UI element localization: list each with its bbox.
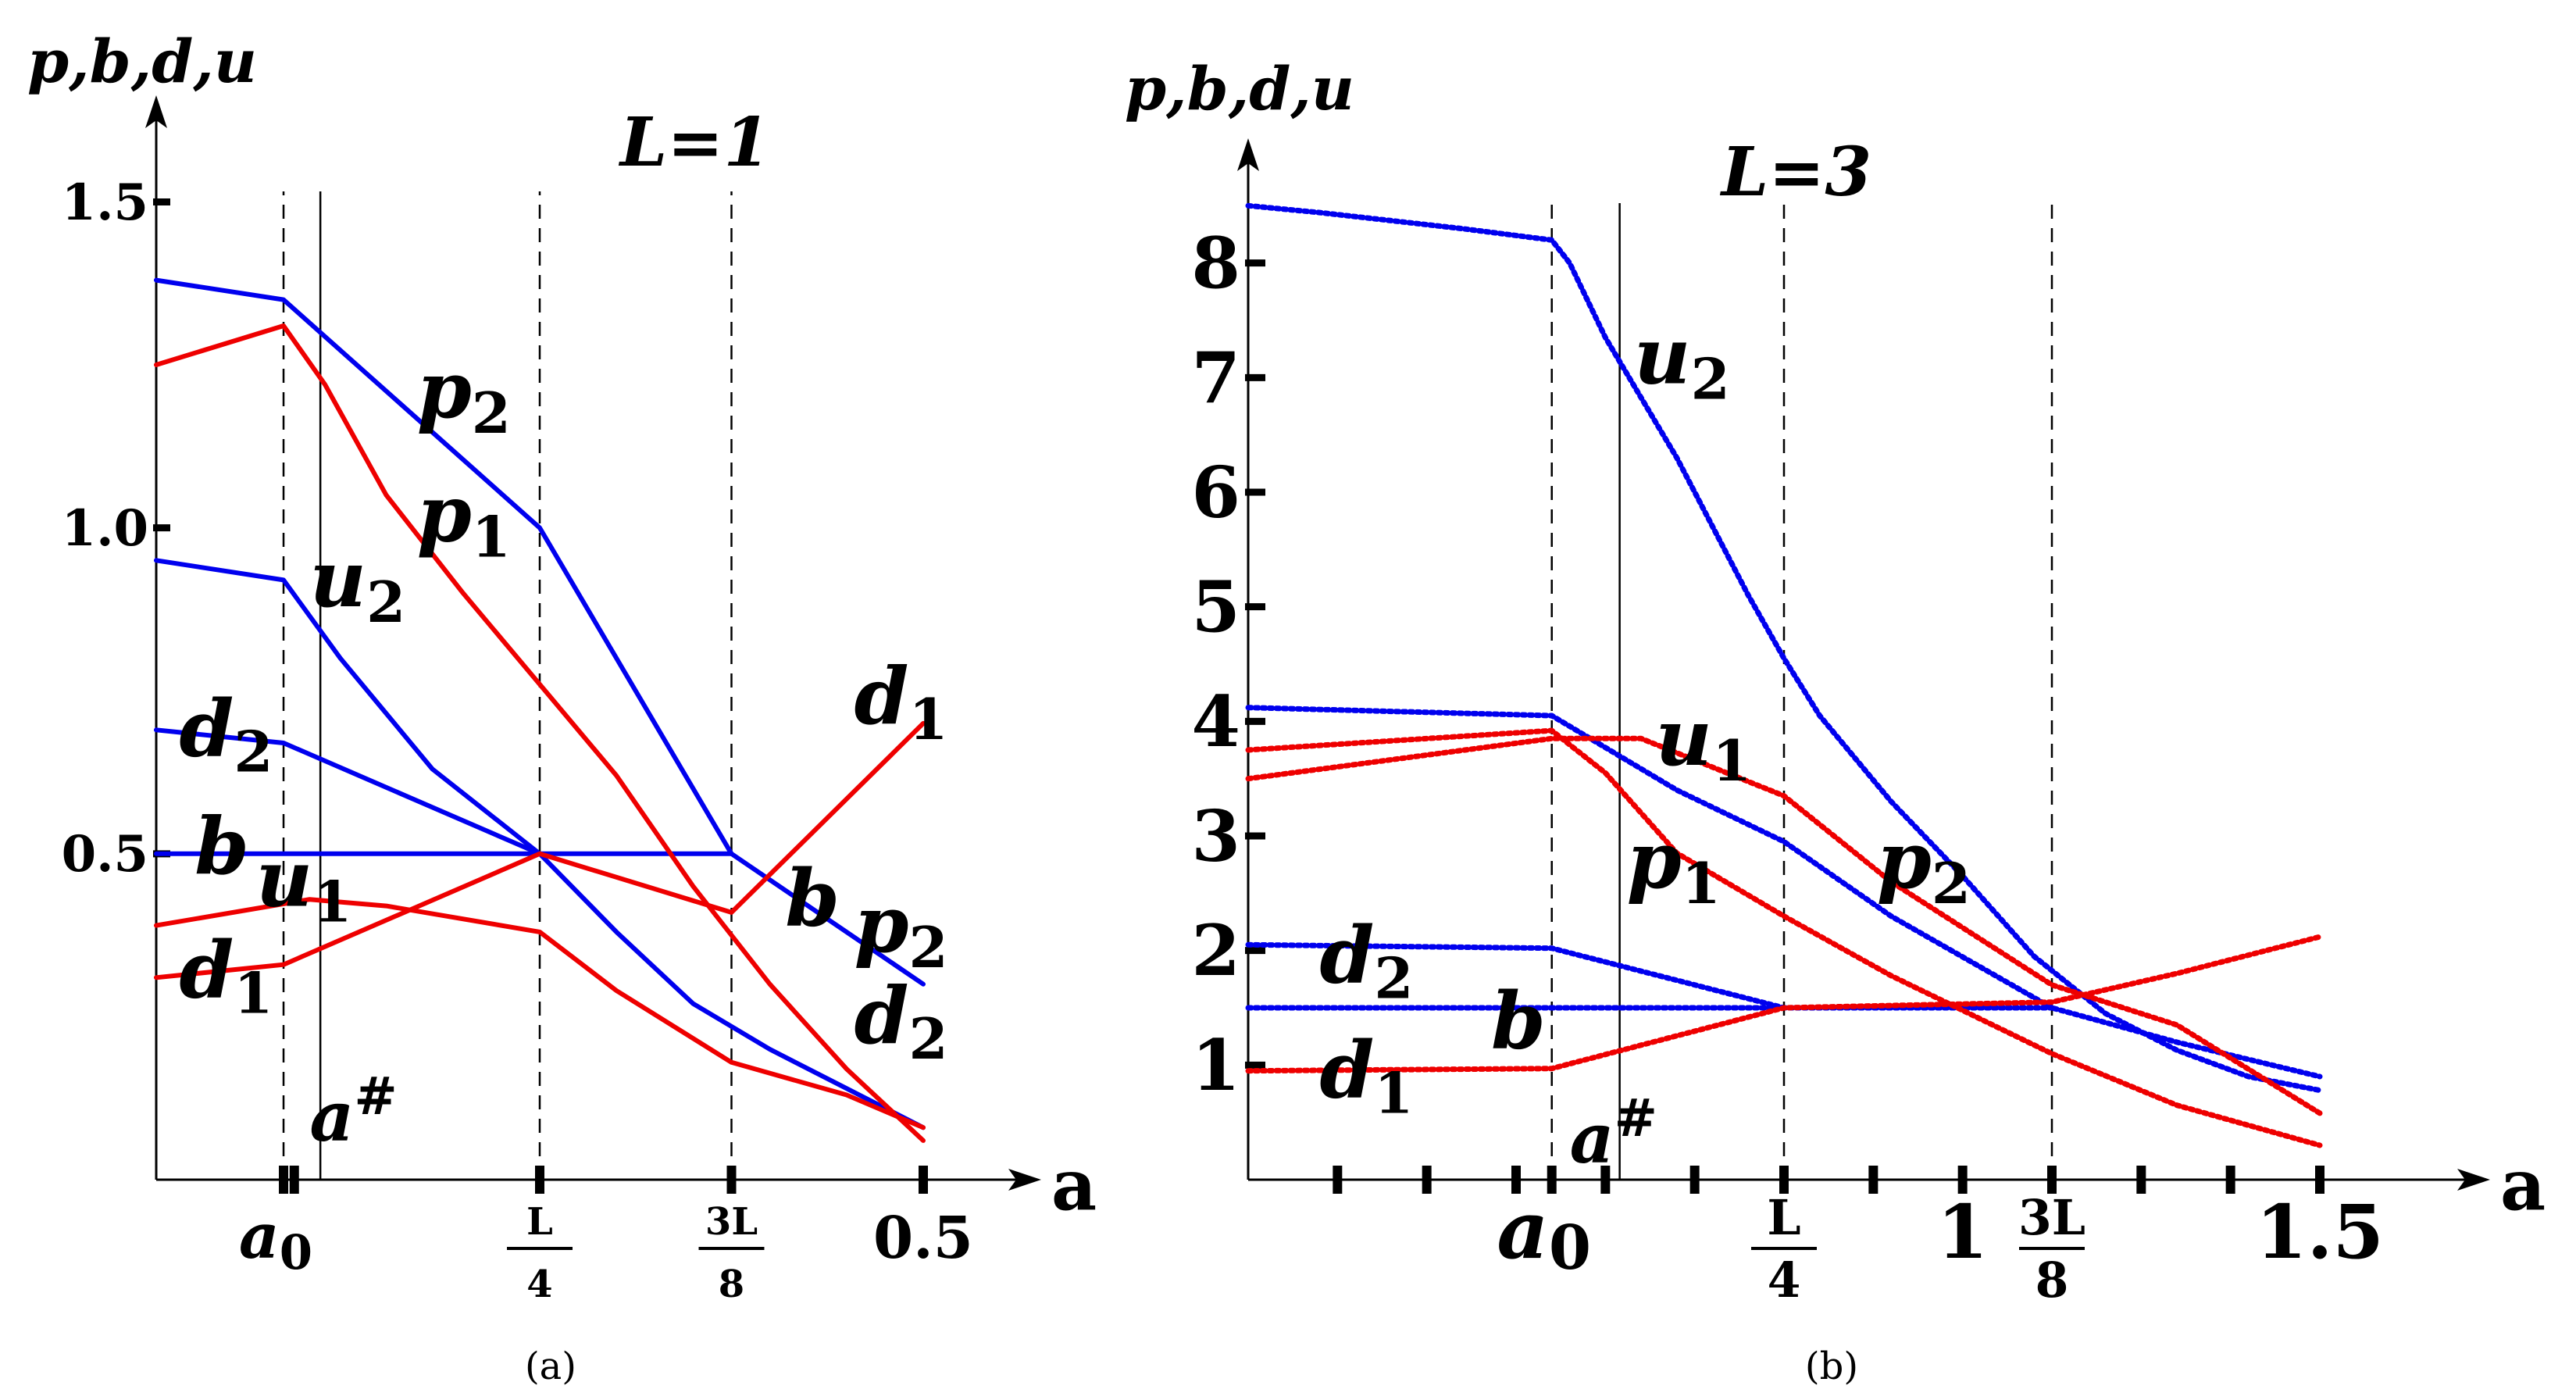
curve-label-p1: p1	[417, 467, 511, 570]
x-tick-label-3: 0.5	[873, 1205, 973, 1272]
x-tick-label-2: 1	[1937, 1189, 1989, 1276]
series-6	[154, 897, 926, 1130]
curve-label-d1: d1	[1319, 1023, 1413, 1126]
curve-label-u1: u1	[1655, 691, 1751, 794]
series-5	[1245, 727, 2323, 1148]
y-tick-label-1: 2	[1191, 909, 1240, 992]
y-tick-label-2: 3	[1191, 795, 1240, 878]
curve-label-d1: d1	[179, 923, 273, 1026]
curve-label-p2: p2	[855, 878, 948, 980]
a-sharp-label: a#	[1570, 1088, 1657, 1179]
x-tick-label-2: 3L8	[698, 1200, 765, 1306]
x-tick-label-4: 1.5	[2256, 1189, 2384, 1276]
x-tick-label-0: a0	[239, 1199, 312, 1280]
frac-numerator: 3L	[2018, 1189, 2085, 1246]
y-tick-label-6: 7	[1191, 337, 1240, 420]
x-axis-arrow	[1008, 1169, 1041, 1191]
curve-label-b: b	[1491, 974, 1546, 1066]
series-0	[154, 277, 926, 987]
curve-label-p2: p2	[417, 344, 511, 446]
frac-numerator: L	[1767, 1189, 1800, 1246]
y-tick-label-7: 8	[1191, 222, 1240, 305]
curve-label-b: b	[194, 800, 249, 892]
frac-denominator: 8	[719, 1262, 744, 1306]
frac-denominator: 4	[526, 1262, 552, 1306]
x-tick-label-1: L4	[1751, 1189, 1817, 1309]
x-axis-label: a	[2500, 1144, 2546, 1227]
x-tick-label-3: 3L8	[2018, 1189, 2085, 1309]
series-1	[1245, 705, 2323, 1080]
curve-label-b: b	[785, 852, 840, 945]
curve-label-u2: u2	[1634, 310, 1730, 412]
series-0	[1245, 202, 2323, 1094]
y-tick-label-4: 5	[1191, 566, 1240, 648]
y-tick-label-2: 1.5	[62, 173, 148, 232]
y-axis-arrow	[145, 95, 167, 128]
x-axis-label: a	[1051, 1144, 1097, 1227]
curve-label-d2: d2	[179, 683, 273, 785]
series-2	[1245, 941, 1787, 1011]
series-6	[1245, 934, 2323, 1074]
chart-title: L=3	[1719, 133, 1871, 212]
x-value-label: 1.5	[2256, 1189, 2384, 1276]
frac-denominator: 4	[1768, 1252, 1801, 1309]
x-value-label: 1	[1937, 1189, 1989, 1276]
series-4	[154, 323, 926, 1143]
y-axis-label: p,b,d,u	[1125, 54, 1354, 123]
chart-title: L=1	[618, 103, 770, 182]
frac-numerator: 3L	[705, 1200, 758, 1244]
y-axis-label: p,b,d,u	[27, 27, 257, 96]
x-axis-arrow	[2457, 1169, 2490, 1191]
frac-numerator: L	[526, 1200, 553, 1244]
frac-denominator: 8	[2035, 1252, 2069, 1309]
a-sharp-label: a#	[309, 1066, 397, 1157]
series-4	[1245, 735, 2323, 1116]
series-5	[154, 720, 926, 980]
curve-label-d1: d1	[855, 650, 948, 752]
curve-label-d2: d2	[1319, 909, 1413, 1012]
x-tick-label-0: a0	[1497, 1184, 1591, 1284]
x-value-label: 0.5	[873, 1205, 973, 1272]
curve-label-p2: p2	[1877, 814, 1971, 916]
panel-caption: (b)	[1805, 1345, 1858, 1388]
series-1	[154, 558, 926, 1130]
a0-label: a0	[239, 1199, 312, 1280]
y-tick-label-1: 1.0	[62, 499, 148, 558]
curve-label-p1: p1	[1627, 814, 1721, 916]
panel-caption: (a)	[525, 1345, 576, 1388]
series-2	[154, 727, 542, 856]
y-tick-label-0: 0.5	[62, 825, 148, 884]
y-tick-label-5: 6	[1191, 452, 1240, 534]
y-tick-label-3: 4	[1191, 680, 1240, 763]
curve-label-d2: d2	[855, 970, 948, 1072]
curve-label-u2: u2	[309, 533, 405, 635]
y-axis-arrow	[1237, 138, 1259, 171]
curve-label-u1: u1	[256, 833, 352, 935]
x-tick-label-1: L4	[507, 1200, 573, 1306]
a0-label: a0	[1497, 1184, 1591, 1284]
y-tick-label-0: 1	[1191, 1024, 1240, 1107]
